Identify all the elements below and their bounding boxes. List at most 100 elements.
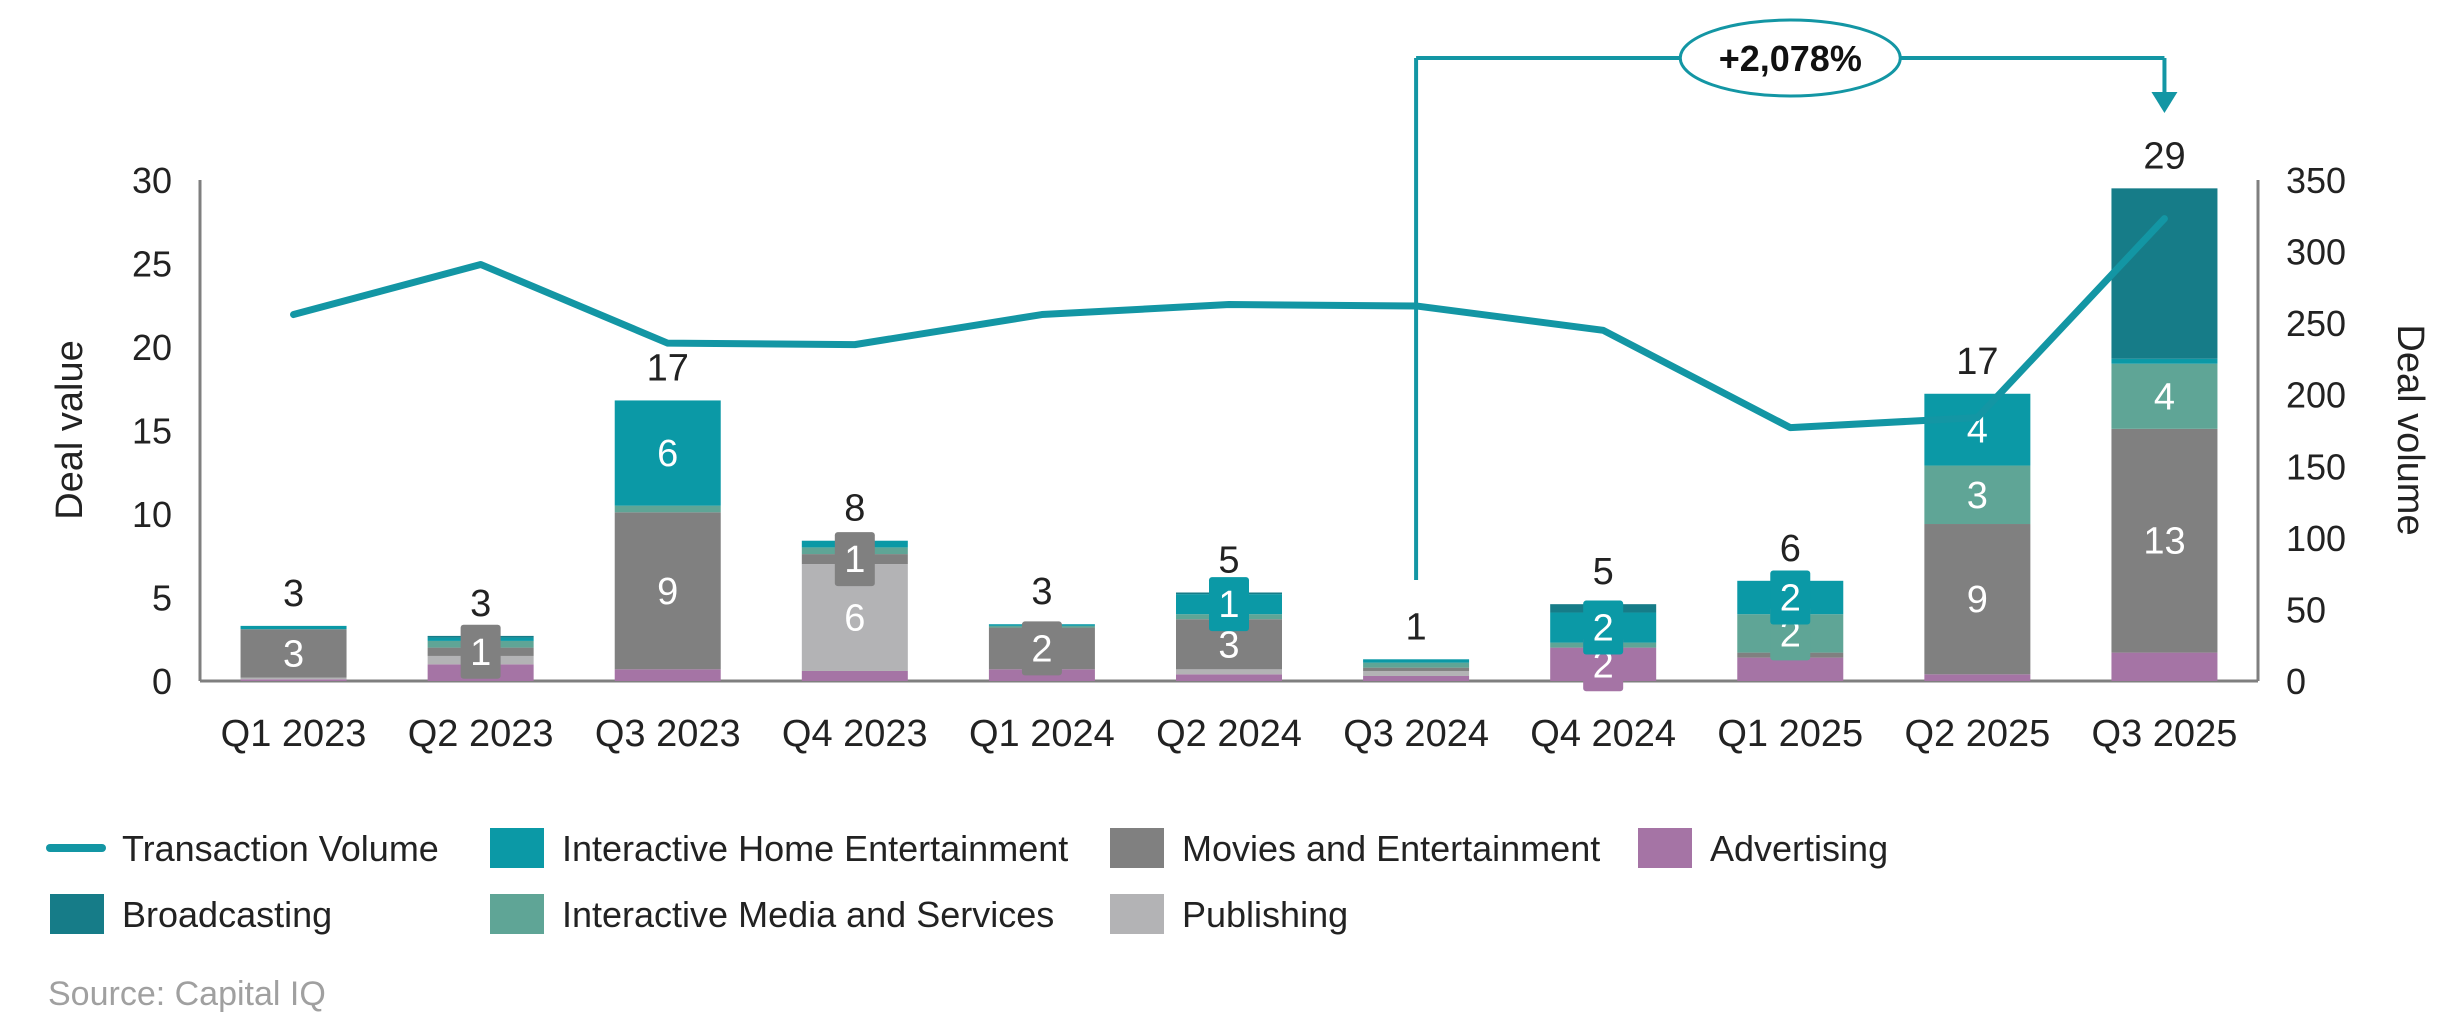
segment-label: 3 <box>1218 624 1239 666</box>
total-label: 3 <box>283 573 304 615</box>
segment-label: 1 <box>844 539 865 581</box>
legend-label: Advertising <box>1710 828 1888 869</box>
segment-label: 1 <box>470 632 491 674</box>
bar-segment <box>2111 652 2218 681</box>
x-tick-label: Q3 2024 <box>1343 713 1489 755</box>
total-label: 17 <box>647 347 689 389</box>
legend-swatch <box>50 894 104 934</box>
line-layer <box>290 215 2168 432</box>
transaction-volume-line <box>290 215 2168 432</box>
legend-label: Publishing <box>1182 894 1348 935</box>
y-tick-label: 30 <box>132 160 172 201</box>
segment-label: 4 <box>2154 376 2175 418</box>
y-tick-label: 5 <box>152 578 172 619</box>
bar-segment <box>1363 659 1470 663</box>
bar-segment <box>240 679 347 681</box>
legend-swatch <box>1638 828 1692 868</box>
bar-segment <box>2111 363 2218 429</box>
total-label: 8 <box>844 488 865 530</box>
legend-item: Interactive Home Entertainment <box>490 828 1068 869</box>
legend-swatch <box>1110 828 1164 868</box>
y2-axis-title: Deal volume <box>2389 324 2431 535</box>
x-tick-label: Q1 2024 <box>969 713 1115 755</box>
legend-item: Interactive Media and Services <box>490 894 1054 935</box>
bar-segment <box>1924 674 2031 681</box>
bar-segment <box>1363 670 1470 676</box>
segment-label: 2 <box>1031 628 1052 670</box>
segment-label: 9 <box>657 571 678 613</box>
segment-label: 3 <box>283 633 304 675</box>
bar-segment <box>614 512 721 670</box>
annotation-bubble <box>1678 18 1902 98</box>
x-tick-label: Q3 2025 <box>2092 713 2238 755</box>
segment-label: 1 <box>1218 584 1239 626</box>
bar-segment <box>240 625 347 630</box>
segment-label: 3 <box>1967 475 1988 517</box>
source-note: Source: Capital IQ <box>48 975 326 1013</box>
bar-segment <box>2111 428 2218 653</box>
legend-item: Transaction Volume <box>46 828 439 869</box>
y-tick-label: 0 <box>152 661 172 702</box>
total-label: 5 <box>1218 539 1239 581</box>
segment-label-box <box>1209 577 1249 632</box>
bar-segment <box>1924 393 2031 466</box>
y2-tick-label: 150 <box>2286 446 2346 487</box>
legend-swatch <box>490 828 544 868</box>
bar-segment <box>1363 667 1470 671</box>
bar-segment <box>1737 657 1844 681</box>
segment-label-box <box>460 624 501 679</box>
segment-label-box <box>1021 621 1062 676</box>
total-label: 17 <box>1956 341 1998 383</box>
legend-label: Interactive Home Entertainment <box>562 828 1068 869</box>
bar-segment <box>1924 524 2031 675</box>
legend-label: Interactive Media and Services <box>562 894 1054 935</box>
segment-label: 9 <box>1967 579 1988 621</box>
segment-label: 13 <box>2143 521 2185 563</box>
y-tick-label: 15 <box>132 411 172 452</box>
y-tick-label: 25 <box>132 244 172 285</box>
y-tick-label: 20 <box>132 327 172 368</box>
bar-segment <box>1176 669 1282 675</box>
x-tick-label: Q4 2023 <box>782 713 928 755</box>
segment-label: 6 <box>657 433 678 475</box>
segment-label: 2 <box>1780 578 1801 620</box>
x-tick-label: Q2 2023 <box>408 713 554 755</box>
x-tick-label: Q1 2025 <box>1717 713 1863 755</box>
legend-item: Advertising <box>1638 828 1888 869</box>
y2-tick-label: 50 <box>2286 589 2326 630</box>
bar-segment <box>1924 465 2031 525</box>
y2-tick-label: 200 <box>2286 375 2346 416</box>
legend-label: Transaction Volume <box>122 828 439 869</box>
total-label: 5 <box>1593 551 1614 593</box>
y-axis-title: Deal value <box>49 340 91 520</box>
bar-segment <box>2111 358 2218 364</box>
total-label: 3 <box>470 583 491 625</box>
segment-label: 6 <box>844 598 865 640</box>
y2-tick-label: 300 <box>2286 232 2346 273</box>
bar-segment <box>2111 188 2218 359</box>
y-tick-label: 10 <box>132 494 172 535</box>
bar-segment <box>614 669 721 681</box>
legend-swatch <box>490 894 544 934</box>
total-label: 1 <box>1406 606 1427 648</box>
bar-segment <box>801 670 908 681</box>
legend-label: Movies and Entertainment <box>1182 828 1600 869</box>
legend-item: Publishing <box>1110 894 1348 935</box>
legend-label: Broadcasting <box>122 894 332 935</box>
bar-segment <box>1363 662 1470 668</box>
legend-item: Broadcasting <box>50 894 332 935</box>
legend: Transaction Volume Interactive Home Enter… <box>46 828 1888 935</box>
bar-segment <box>614 505 721 513</box>
total-label: 6 <box>1780 528 1801 570</box>
total-label: 29 <box>2143 135 2185 177</box>
bar-segment <box>1363 675 1470 681</box>
y2-tick-label: 350 <box>2286 160 2346 201</box>
bar-segment <box>614 400 721 506</box>
annotation-layer: +2,078% <box>1414 18 2178 580</box>
bar-segment <box>1176 674 1282 681</box>
segment-label-box <box>1770 570 1811 625</box>
y2-tick-label: 100 <box>2286 518 2346 559</box>
